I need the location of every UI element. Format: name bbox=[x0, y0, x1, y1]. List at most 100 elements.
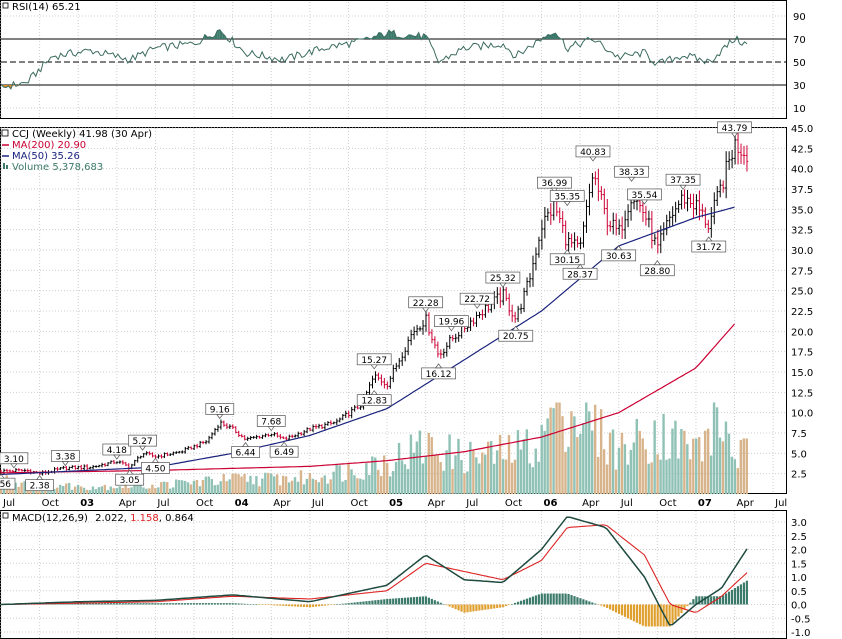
macd-histogram-bar bbox=[0, 604, 3, 605]
macd-histogram-bar bbox=[692, 599, 695, 605]
symbol-legend-text: CCJ (Weekly) 41.98 (30 Apr) bbox=[12, 129, 152, 140]
macd-histogram-bar bbox=[228, 603, 231, 605]
volume-bar bbox=[680, 428, 683, 494]
price-annotation: 37.35 bbox=[665, 173, 701, 190]
price-annotation: 38.33 bbox=[614, 165, 649, 182]
volume-bar bbox=[219, 481, 222, 494]
price-annotation-pointer bbox=[241, 442, 250, 447]
macd-histogram-bar bbox=[335, 604, 338, 605]
macd-histogram-bar bbox=[457, 604, 460, 611]
volume-bar bbox=[623, 444, 627, 494]
volume-bar bbox=[558, 402, 561, 494]
macd-y-tick: 2.0 bbox=[791, 546, 807, 557]
macd-histogram-bar bbox=[415, 596, 419, 605]
macd-histogram-bar bbox=[406, 597, 410, 605]
macd-histogram-bar bbox=[88, 603, 92, 605]
x-axis-tick: Oct bbox=[196, 498, 213, 509]
macd-histogram-bar bbox=[395, 598, 398, 605]
macd-histogram-bar bbox=[567, 594, 570, 605]
volume-bar bbox=[82, 487, 86, 494]
macd-histogram-bar bbox=[469, 604, 472, 612]
price-annotation: 25.32 bbox=[485, 271, 521, 288]
macd-y-tick: 0.5 bbox=[791, 587, 807, 598]
volume-bar bbox=[225, 481, 228, 494]
volume-bar bbox=[736, 467, 740, 494]
volume-bar bbox=[290, 480, 294, 494]
volume-bar bbox=[650, 462, 653, 494]
volume-bar bbox=[41, 488, 44, 494]
volume-bar bbox=[421, 463, 425, 494]
price-y-tick: 25.0 bbox=[791, 287, 813, 298]
x-axis-tick: Apr bbox=[273, 498, 291, 509]
price-annotation: 19.96 bbox=[434, 315, 469, 332]
macd-histogram-bar bbox=[240, 603, 243, 605]
volume-bar bbox=[549, 407, 552, 494]
x-axis-tick: Jul bbox=[156, 498, 169, 509]
price-annotation-pointer bbox=[473, 303, 481, 309]
macd-histogram-bar bbox=[543, 593, 546, 605]
volume-bar bbox=[591, 430, 594, 494]
macd-histogram-bar bbox=[689, 602, 692, 605]
macd-histogram-bar bbox=[427, 597, 430, 605]
macd-histogram-bar bbox=[609, 604, 612, 610]
volume-bar bbox=[177, 480, 181, 494]
price-annotation: 4.18 bbox=[102, 443, 132, 460]
volume-bar bbox=[216, 484, 219, 494]
volume-bar bbox=[252, 484, 255, 494]
macd-histogram-bar bbox=[154, 603, 157, 605]
macd-y-tick: 3.0 bbox=[791, 518, 807, 529]
volume-bar bbox=[478, 463, 481, 494]
volume-bar bbox=[186, 482, 190, 494]
volume-bar bbox=[302, 484, 306, 494]
volume-bar bbox=[192, 480, 196, 494]
macd-histogram-bar bbox=[653, 604, 656, 627]
volume-bar bbox=[198, 486, 202, 494]
volume-bar bbox=[674, 420, 677, 494]
volume-bar bbox=[14, 482, 17, 494]
volume-bar bbox=[516, 430, 520, 494]
rsi-y-tick: 50 bbox=[793, 58, 806, 69]
macd-histogram-bar bbox=[478, 604, 481, 611]
volume-bar bbox=[457, 438, 460, 494]
macd-histogram-bar bbox=[192, 603, 196, 605]
price-y-tick: 10.0 bbox=[791, 409, 813, 420]
price-annotation: 20.75 bbox=[498, 325, 534, 342]
macd-histogram-bar bbox=[513, 602, 517, 605]
price-annotation-pointer bbox=[125, 469, 134, 475]
macd-histogram-bar bbox=[496, 604, 499, 609]
price-annotation-label: 40.83 bbox=[580, 148, 606, 158]
volume-bar bbox=[344, 480, 347, 494]
volume-bar bbox=[629, 449, 633, 494]
candle-legend-icon bbox=[1, 129, 9, 137]
volume-bar bbox=[296, 481, 300, 494]
price-annotation-pointer bbox=[0, 473, 5, 479]
volume-bar bbox=[662, 413, 665, 494]
price-annotation-label: 35.54 bbox=[632, 191, 658, 201]
volume-bar bbox=[109, 486, 112, 494]
volume-bar bbox=[329, 479, 332, 494]
macd-legend-value: 2.022 bbox=[95, 513, 124, 524]
macd-histogram-bar bbox=[353, 602, 356, 605]
macd-histogram-bar bbox=[305, 604, 309, 608]
volume-bar bbox=[240, 476, 243, 494]
x-axis-tick: 05 bbox=[389, 498, 403, 509]
volume-bar bbox=[118, 486, 121, 494]
price-annotation-label: 38.33 bbox=[619, 168, 645, 178]
volume-bar bbox=[56, 487, 59, 494]
volume-bar bbox=[237, 474, 240, 494]
macd-histogram-bar bbox=[433, 600, 436, 605]
macd-histogram-bar bbox=[552, 593, 555, 605]
price-annotation-label: 22.72 bbox=[464, 295, 490, 305]
rsi-y-tick: 70 bbox=[793, 35, 806, 46]
volume-bar bbox=[207, 476, 211, 494]
volume-bar bbox=[189, 484, 193, 494]
macd-histogram-bar bbox=[710, 596, 713, 605]
volume-bar bbox=[64, 483, 68, 494]
price-y-tick: 2.5 bbox=[791, 470, 807, 481]
macd-histogram-bar bbox=[719, 596, 722, 605]
price-annotation-pointer bbox=[653, 260, 662, 266]
volume-bar bbox=[445, 450, 448, 494]
volume-bar bbox=[97, 487, 101, 494]
volume-bar bbox=[537, 461, 540, 494]
macd-histogram-bar bbox=[564, 593, 567, 605]
